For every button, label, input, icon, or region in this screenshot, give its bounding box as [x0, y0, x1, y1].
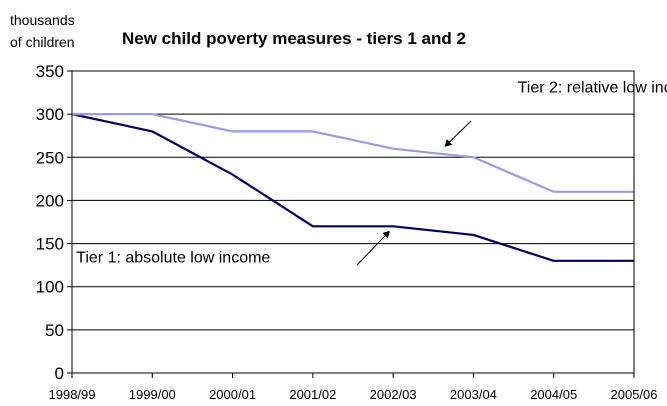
y-tick-label: 150 [36, 235, 64, 254]
x-tick-label: 1999/00 [129, 387, 176, 402]
x-axis-ticks: 1998/99 1999/00 2000/01 2001/02 2002/03 2003/… [49, 373, 658, 402]
x-tick-label: 2000/01 [209, 387, 256, 402]
series-lines [71, 113, 634, 262]
x-tick-label: 2005/06 [611, 387, 658, 402]
y-axis-label-line2: of children [10, 34, 75, 50]
plot-area-frame [71, 70, 635, 374]
series-line-tier-2 [72, 113, 634, 193]
y-axis-ticks: 0 50 100 150 200 250 300 350 [36, 62, 72, 383]
series-line-tier-1 [71, 113, 634, 262]
x-tick-label: 2003/04 [450, 387, 497, 402]
annotation-arrow [356, 230, 390, 266]
annotation-arrow [444, 120, 472, 147]
y-tick-label: 0 [55, 364, 64, 383]
y-tick-label: 100 [36, 278, 64, 297]
annotations: Tier 2: relative low income Tier 1: absol… [76, 80, 667, 267]
y-tick-label: 200 [36, 191, 64, 210]
y-tick-label: 250 [36, 148, 64, 167]
gridlines [72, 70, 634, 374]
y-tick-label: 300 [36, 105, 64, 124]
y-tick-label: 50 [45, 321, 64, 340]
x-tick-label: 2002/03 [370, 387, 417, 402]
y-tick-label: 350 [36, 62, 64, 81]
x-tick-label: 2001/02 [289, 387, 336, 402]
x-tick-label: 2004/05 [530, 387, 577, 402]
chart-title: New child poverty measures - tiers 1 and… [122, 29, 466, 48]
annotation-label: Tier 2: relative low income [518, 80, 667, 97]
y-axis-label-line1: thousands [10, 12, 75, 28]
annotation-label: Tier 1: absolute low income [76, 250, 270, 267]
x-tick-label: 1998/99 [49, 387, 96, 402]
